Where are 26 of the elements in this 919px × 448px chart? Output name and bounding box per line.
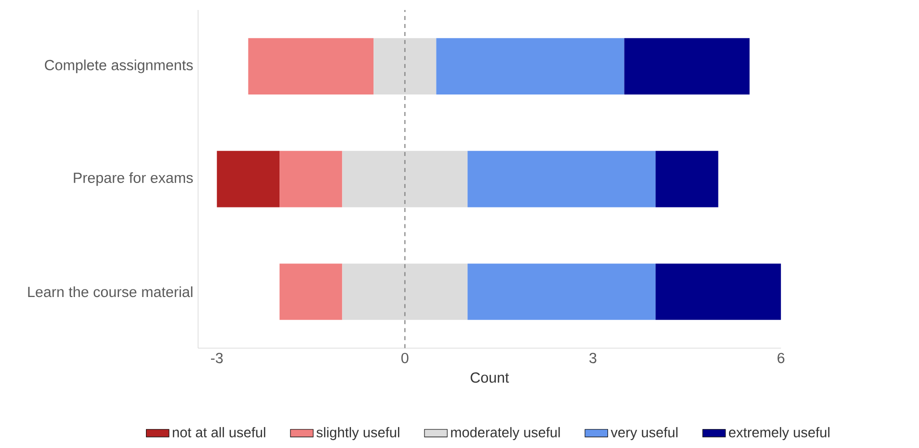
x-tick-label: 3 [589,352,596,364]
legend-label: extremely useful [728,427,830,440]
bar [468,264,656,320]
bar [248,38,374,94]
bar [342,150,468,208]
bar [656,150,718,208]
bar [468,150,656,208]
bar [656,264,781,320]
bar [280,150,342,208]
bar [342,264,468,320]
legend-label: slightly useful [316,427,400,440]
y-tick-label: Prepare for exams [74,172,193,186]
legend-label: moderately useful [451,427,560,440]
bar [374,38,436,94]
bar [436,38,624,94]
bar [624,38,750,94]
legend-label: not at all useful [172,427,266,438]
bar [216,150,280,208]
x-tick-label: 0 [401,352,408,364]
x-tick-label: 6 [778,352,784,364]
legend-label: very useful [610,427,678,440]
y-tick-label: Complete assignments [44,59,193,74]
x-tick-label: -3 [211,352,223,364]
x-axis-title: Count [470,372,509,383]
bar [280,264,342,320]
y-tick-label: Learn the course material [28,286,192,298]
